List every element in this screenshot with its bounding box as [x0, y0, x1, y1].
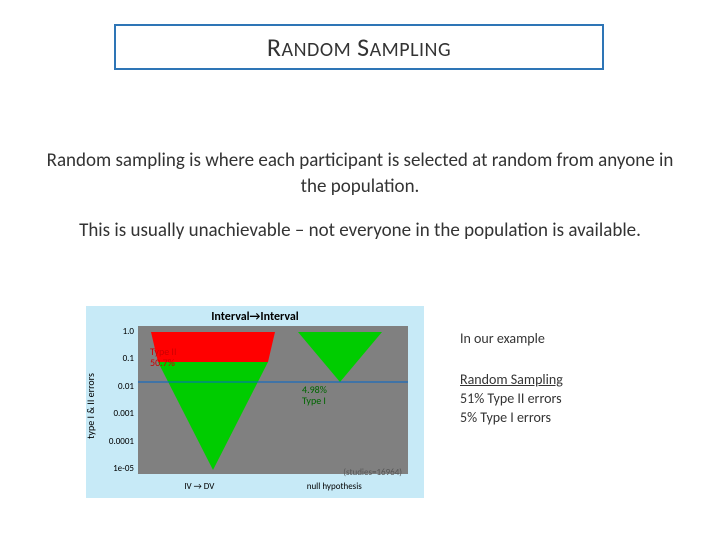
xtick-right-label: null hypothesis [307, 481, 362, 492]
side-subhead: Random Sampling [460, 371, 680, 390]
side-summary: In our example Random Sampling 51% Type … [460, 330, 680, 428]
studies-count: (studies=16964) [343, 467, 402, 478]
xtick-right: null hypothesis [307, 481, 362, 492]
chart-title: Interval→Interval [86, 310, 424, 324]
annotation-type2-value: 50.7% [150, 357, 176, 368]
title-box: RANDOM SAMPLING [114, 24, 604, 70]
y-axis-label: type I & II errors [84, 346, 97, 466]
side-line-1: 51% Type II errors [460, 390, 680, 409]
left-funnel-green [158, 362, 268, 470]
side-line-2: 5% Type I errors [460, 409, 680, 428]
paragraph-2: This is usually unachievable – not every… [40, 218, 680, 244]
right-funnel-green [298, 332, 382, 382]
page-title: RANDOM SAMPLING [267, 31, 451, 63]
ytick: 0.01 [100, 381, 134, 392]
xtick-left-label: IV → DV [184, 481, 214, 492]
ytick: 0.1 [100, 353, 134, 364]
x-ticks: IV → DV null hypothesis [138, 481, 408, 492]
chart-panel: Interval→Interval type I & II errors 1.0… [86, 306, 424, 498]
y-ticks: 1.0 0.1 0.01 0.001 0.0001 1e-05 [100, 326, 134, 474]
side-heading: In our example [460, 330, 680, 349]
chart-funnels [138, 326, 408, 474]
xtick-left: IV → DV [184, 481, 214, 492]
ytick: 0.001 [100, 408, 134, 419]
ytick: 0.0001 [100, 436, 134, 447]
ytick: 1.0 [100, 326, 134, 337]
ytick: 1e-05 [100, 463, 134, 474]
annotation-type1-label: Type I [302, 395, 327, 406]
annotation-type1: 4.98% Type I [302, 384, 327, 406]
annotation-type2: Type II 50.7% [150, 346, 176, 368]
paragraph-1: Random sampling is where each participan… [40, 148, 680, 199]
